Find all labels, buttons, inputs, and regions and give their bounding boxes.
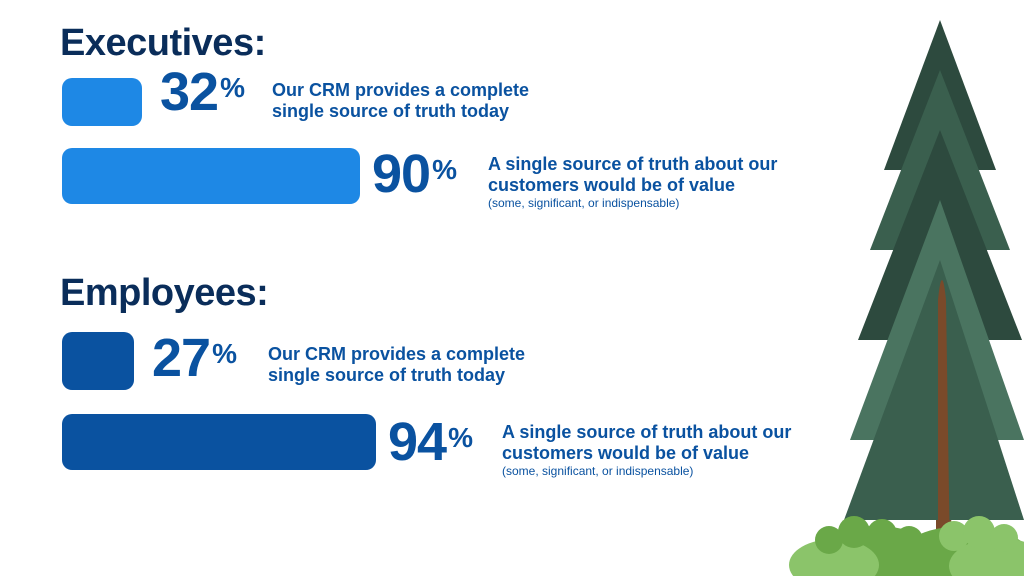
- pct-sign: %: [212, 338, 237, 370]
- pct-value: 32: [160, 68, 218, 117]
- executives-bar-1: [62, 78, 142, 126]
- pct-value: 94: [388, 418, 446, 467]
- executives-desc-1: Our CRM provides a complete single sourc…: [272, 80, 529, 122]
- employees-bar-1: [62, 332, 134, 390]
- executives-subnote-2: (some, significant, or indispensable): [488, 196, 679, 210]
- pct-sign: %: [220, 72, 245, 104]
- pct-value: 27: [152, 334, 210, 383]
- pct-sign: %: [448, 422, 473, 454]
- employees-pct-2: 94 %: [388, 418, 473, 467]
- employees-subnote-2: (some, significant, or indispensable): [502, 464, 693, 478]
- employees-title: Employees:: [60, 272, 268, 315]
- pct-sign: %: [432, 154, 457, 186]
- executives-bar-2: [62, 148, 360, 204]
- executives-pct-1: 32 %: [160, 68, 245, 117]
- executives-pct-2: 90 %: [372, 150, 457, 199]
- infographic-canvas: Executives: 32 % Our CRM provides a comp…: [0, 0, 1024, 576]
- employees-desc-1: Our CRM provides a complete single sourc…: [268, 344, 525, 386]
- employees-bar-2: [62, 414, 376, 470]
- pct-value: 90: [372, 150, 430, 199]
- employees-pct-1: 27 %: [152, 334, 237, 383]
- pine-tree-icon: [774, 0, 1024, 576]
- executives-title: Executives:: [60, 22, 266, 65]
- employees-desc-2: A single source of truth about our custo…: [502, 422, 791, 464]
- executives-desc-2: A single source of truth about our custo…: [488, 154, 777, 196]
